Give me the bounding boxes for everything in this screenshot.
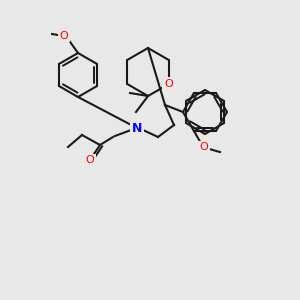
Text: O: O <box>60 31 68 41</box>
Text: N: N <box>132 122 142 134</box>
Text: O: O <box>200 142 208 152</box>
Text: O: O <box>164 79 173 89</box>
Text: O: O <box>85 155 94 165</box>
